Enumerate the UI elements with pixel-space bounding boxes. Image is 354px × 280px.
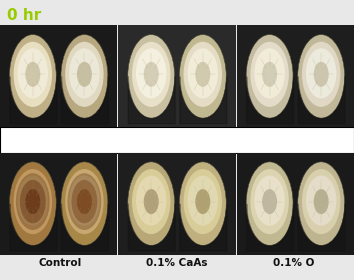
Ellipse shape <box>262 62 277 87</box>
Ellipse shape <box>188 176 218 226</box>
Ellipse shape <box>77 62 92 87</box>
Ellipse shape <box>136 48 166 98</box>
Ellipse shape <box>69 176 99 226</box>
Ellipse shape <box>18 48 48 98</box>
Ellipse shape <box>128 162 175 245</box>
Ellipse shape <box>69 48 99 98</box>
Text: Control: Control <box>39 258 82 268</box>
Ellipse shape <box>302 169 341 234</box>
Ellipse shape <box>246 35 293 118</box>
Text: After 24 hrs: After 24 hrs <box>4 130 98 144</box>
Text: 0.1% CaAs: 0.1% CaAs <box>146 258 208 268</box>
Ellipse shape <box>13 169 52 234</box>
Ellipse shape <box>314 62 329 87</box>
Ellipse shape <box>306 176 336 226</box>
Text: 0.1% O: 0.1% O <box>273 135 314 145</box>
Ellipse shape <box>179 35 226 118</box>
Ellipse shape <box>262 189 277 214</box>
Ellipse shape <box>302 42 341 107</box>
Ellipse shape <box>65 42 104 107</box>
Ellipse shape <box>246 162 293 245</box>
Ellipse shape <box>9 162 56 245</box>
Text: 0.1% CaAs: 0.1% CaAs <box>146 135 208 145</box>
Ellipse shape <box>195 62 210 87</box>
Ellipse shape <box>77 189 92 214</box>
Ellipse shape <box>255 48 285 98</box>
Ellipse shape <box>179 162 226 245</box>
Ellipse shape <box>68 173 101 230</box>
Ellipse shape <box>144 62 159 87</box>
Ellipse shape <box>65 169 104 234</box>
Text: 0.1% O: 0.1% O <box>273 258 314 268</box>
Ellipse shape <box>132 42 170 107</box>
Ellipse shape <box>61 35 108 118</box>
Ellipse shape <box>184 169 222 234</box>
Ellipse shape <box>250 42 289 107</box>
Ellipse shape <box>13 42 52 107</box>
Ellipse shape <box>314 189 329 214</box>
Text: Control: Control <box>39 135 82 145</box>
Text: 0 hr: 0 hr <box>7 8 41 23</box>
Ellipse shape <box>298 35 345 118</box>
Ellipse shape <box>132 169 170 234</box>
Ellipse shape <box>128 35 175 118</box>
Ellipse shape <box>188 48 218 98</box>
Ellipse shape <box>306 48 336 98</box>
Ellipse shape <box>20 180 46 223</box>
Ellipse shape <box>255 176 285 226</box>
Ellipse shape <box>61 162 108 245</box>
Ellipse shape <box>18 176 48 226</box>
Ellipse shape <box>298 162 345 245</box>
Ellipse shape <box>16 173 50 230</box>
Ellipse shape <box>72 180 97 223</box>
Ellipse shape <box>250 169 289 234</box>
Ellipse shape <box>25 62 40 87</box>
Ellipse shape <box>184 42 222 107</box>
Ellipse shape <box>144 189 159 214</box>
Ellipse shape <box>136 176 166 226</box>
Ellipse shape <box>9 35 56 118</box>
Ellipse shape <box>25 189 40 214</box>
Ellipse shape <box>195 189 210 214</box>
